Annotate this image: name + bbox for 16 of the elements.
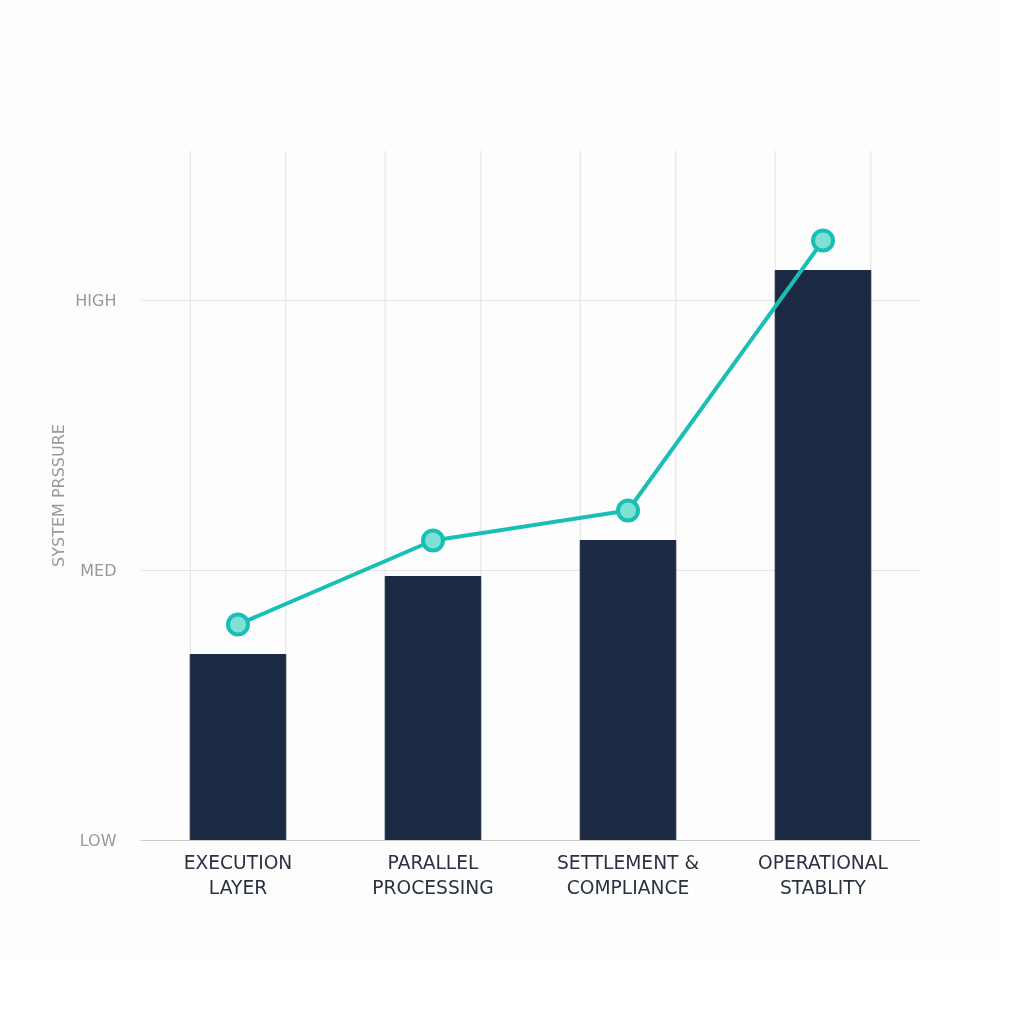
y-axis-title: SYSTEM PRSSURE <box>49 424 69 567</box>
bar <box>189 654 287 841</box>
text: HIGH <box>75 291 117 310</box>
point <box>421 528 445 553</box>
bar <box>579 540 677 841</box>
point <box>616 498 640 523</box>
x-tick-label: OPERATIONAL STABLITY <box>758 851 889 898</box>
bar <box>384 576 482 841</box>
text: MED <box>80 561 117 580</box>
x-tick-label: PARALLEL PROCESSING <box>372 851 494 898</box>
x-tick-label: SETTLEMENT & COMPLIANCE <box>557 851 700 898</box>
text: LOW <box>79 831 117 850</box>
point <box>811 228 835 253</box>
bar <box>774 270 872 841</box>
x-tick-label: EXECUTION LAYER <box>183 851 293 898</box>
point <box>226 612 250 637</box>
